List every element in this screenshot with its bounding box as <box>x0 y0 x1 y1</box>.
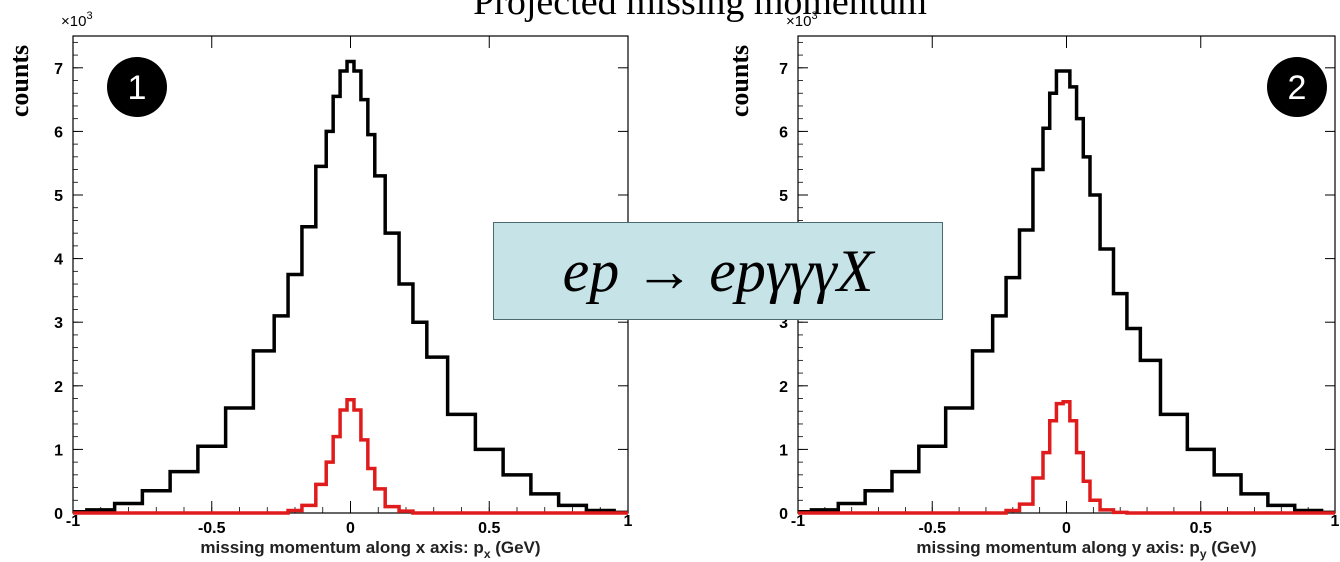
x-axis-label: missing momentum along x axis: px (GeV) <box>200 538 540 561</box>
y-tick-label: 6 <box>54 124 63 141</box>
x-tick-label: -1 <box>66 513 80 530</box>
x-tick-label: 1 <box>1331 513 1340 530</box>
x-tick-label: -0.5 <box>918 520 946 537</box>
histogram-red <box>73 398 628 515</box>
y-axis-label: counts <box>5 45 34 117</box>
y-tick-label: 2 <box>54 379 63 396</box>
y-tick-label: 7 <box>54 61 63 78</box>
x-tick-label: 0.5 <box>1190 520 1212 537</box>
x-tick-label: 0 <box>346 520 355 537</box>
y-tick-label: 0 <box>779 506 788 523</box>
y-tick-label: 6 <box>779 124 788 141</box>
y-tick-label: 1 <box>54 442 63 459</box>
y-tick-label: 7 <box>779 61 788 78</box>
y-tick-label: 5 <box>779 188 788 205</box>
panel-number-badge: 1 <box>107 57 167 117</box>
x-axis-label: missing momentum along y axis: py (GeV) <box>916 538 1256 561</box>
histogram-red <box>798 399 1335 515</box>
y-tick-label: 0 <box>54 506 63 523</box>
x-tick-label: -1 <box>791 513 805 530</box>
reaction-banner: ep → epγγγX <box>493 222 943 320</box>
chart-panel-1: 0 1 2 3 4 5 6 7 -1 -0.5 0 0.5 1 ×103 counts missing mom… <box>5 10 633 561</box>
x-tick-label: 1 <box>624 513 633 530</box>
x-tick-label: 0 <box>1062 520 1071 537</box>
y-multiplier: ×103 <box>61 10 93 30</box>
svg-text:1: 1 <box>128 69 147 107</box>
svg-text:2: 2 <box>1288 69 1307 107</box>
y-tick-label: 2 <box>779 379 788 396</box>
y-tick-label: 3 <box>779 315 788 332</box>
histogram-black <box>798 69 1335 515</box>
x-tick-label: -0.5 <box>198 520 226 537</box>
panel-number-badge: 2 <box>1267 57 1327 117</box>
y-axis-label: counts <box>725 45 754 117</box>
y-multiplier: ×103 <box>786 10 818 30</box>
y-tick-label: 5 <box>54 188 63 205</box>
figure-title: Projected missing momentum <box>473 0 927 23</box>
y-tick-label: 3 <box>54 315 63 332</box>
x-tick-label: 0.5 <box>478 520 500 537</box>
y-tick-label: 1 <box>779 442 788 459</box>
y-tick-label: 4 <box>54 252 63 269</box>
histogram-black <box>73 59 628 515</box>
